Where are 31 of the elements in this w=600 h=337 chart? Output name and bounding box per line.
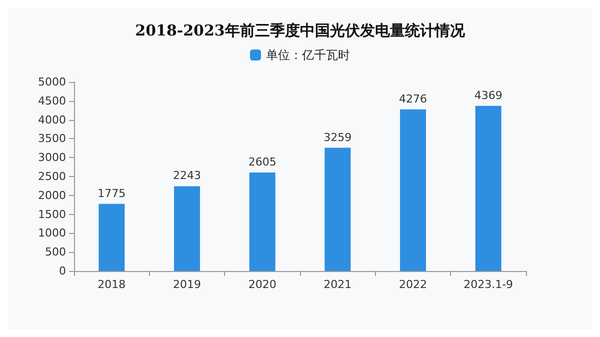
x-tick-label: 2022 xyxy=(399,278,427,291)
bar xyxy=(249,172,276,271)
data-label: 1775 xyxy=(98,186,126,200)
data-label: 4276 xyxy=(399,92,427,106)
y-tick-label: 500 xyxy=(45,246,66,259)
y-tick-label: 1500 xyxy=(38,208,66,221)
bar xyxy=(98,204,125,271)
y-tick-label: 4000 xyxy=(38,113,66,126)
y-tick-label: 5000 xyxy=(38,76,66,88)
y-tick-label: 0 xyxy=(59,264,66,278)
y-tick-label: 1000 xyxy=(38,226,66,240)
x-tick-label: 2018 xyxy=(98,278,126,291)
chart-title: 2018-2023年前三季度中国光伏发电量统计情况 xyxy=(135,22,466,40)
data-label: 2605 xyxy=(248,156,276,169)
data-label: 4369 xyxy=(474,88,502,102)
y-tick-label: 2500 xyxy=(38,170,66,183)
x-tick-label: 2021 xyxy=(324,278,352,291)
y-tick-label: 3500 xyxy=(38,132,66,146)
bar xyxy=(324,148,351,271)
x-tick-label: 2023.1-9 xyxy=(464,278,514,291)
legend-label: 单位：亿千瓦时 xyxy=(266,48,350,62)
x-tick-label: 2019 xyxy=(173,278,201,291)
y-tick-label: 3000 xyxy=(38,151,66,164)
bar xyxy=(400,109,426,271)
y-tick-label: 2000 xyxy=(38,188,66,202)
y-tick-label: 4500 xyxy=(38,94,66,108)
bar xyxy=(475,106,502,271)
x-tick-label: 2020 xyxy=(248,278,276,291)
data-label: 2243 xyxy=(173,169,201,182)
bar xyxy=(174,186,200,271)
data-label: 3259 xyxy=(324,130,352,144)
